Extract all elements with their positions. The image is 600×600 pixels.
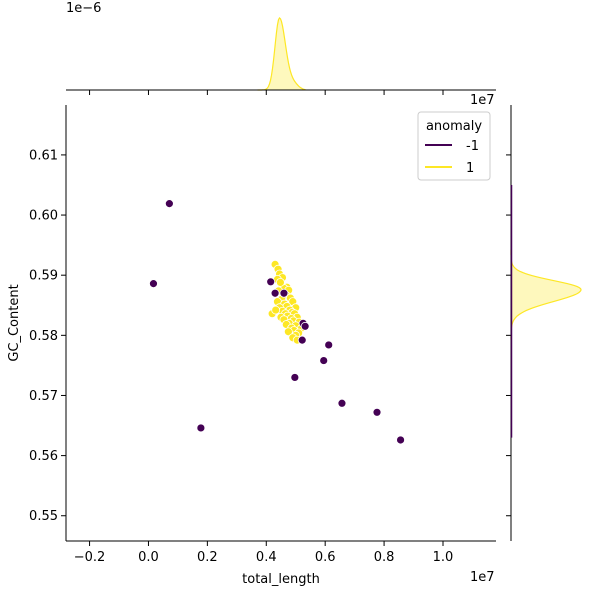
anomaly-neg1-point [300, 321, 310, 331]
y-ticks: 0.55 0.56 0.57 0.58 0.59 0.60 0.61 [29, 148, 66, 524]
anomaly-1-point [276, 278, 285, 287]
x-tick-label: 0.6 [315, 550, 336, 565]
anomaly-neg1-point [324, 340, 334, 350]
top-marginal-kde-line [257, 16, 306, 91]
anomaly-neg1-point [290, 373, 300, 382]
y-axis-label: GC_Content [7, 284, 22, 361]
y-tick-label: 0.58 [29, 329, 58, 344]
right-marginal-ticks [506, 154, 513, 517]
x-axis-offset-text: 1e7 [470, 570, 495, 585]
anomaly-neg1-point [270, 288, 280, 298]
anomaly-neg1-point [196, 423, 206, 433]
top-marginal-ticks [89, 90, 444, 95]
anomaly-neg1-point [372, 407, 382, 417]
x-axis-label: total_length [242, 572, 320, 587]
legend-label-1: 1 [466, 161, 474, 176]
y-tick-label: 0.60 [29, 209, 58, 224]
top-marginal: 1e−6 [66, 1, 496, 95]
x-tick-label: 0.0 [138, 550, 159, 565]
top-marginal-kde-area [257, 17, 306, 90]
right-marginal-kde-area [511, 249, 581, 340]
right-marginal-offset-text: 1e7 [470, 93, 495, 108]
x-tick-label: 1.0 [433, 550, 454, 565]
anomaly-neg1-point [319, 356, 329, 365]
scatter-points [149, 199, 405, 445]
legend-frame [417, 111, 491, 181]
x-tick-label: 0.8 [374, 550, 395, 565]
anomaly-neg1-point [149, 279, 158, 289]
x-tick-label: 0.4 [256, 550, 277, 565]
main-plot: −0.2 0.0 0.2 0.4 0.6 0.8 1.0 0.550.560.570.580… [7, 105, 496, 587]
top-marginal-offset-text: 1e−6 [66, 1, 101, 16]
anomaly-neg1-point [164, 199, 174, 209]
x-ticks: −0.2 0.0 0.2 0.4 0.6 0.8 1.0 [74, 541, 454, 565]
anomaly-neg1-point [279, 288, 289, 298]
y-tick-label: 0.59 [29, 269, 58, 284]
y-tick-label: 0.57 [29, 389, 58, 404]
legend-label-neg1: -1 [466, 139, 479, 154]
y-tick-label: 0.55 [29, 509, 58, 524]
y-tick-label: 0.61 [29, 148, 58, 163]
y-tick-label: 0.56 [29, 449, 58, 464]
anomaly-neg1-point [297, 335, 307, 345]
legend-title: anomaly [426, 119, 482, 134]
anomaly-neg1-point [396, 435, 405, 445]
right-marginal: 1e7 [470, 93, 582, 541]
x-tick-label: 0.2 [197, 550, 218, 565]
anomaly-neg1-point [266, 277, 276, 287]
anomaly-1-point [271, 305, 281, 315]
legend: anomaly -1 1 [417, 111, 491, 181]
x-tick-label: −0.2 [74, 550, 106, 565]
anomaly-neg1-point [337, 398, 347, 408]
anomaly-1-point [283, 327, 293, 337]
